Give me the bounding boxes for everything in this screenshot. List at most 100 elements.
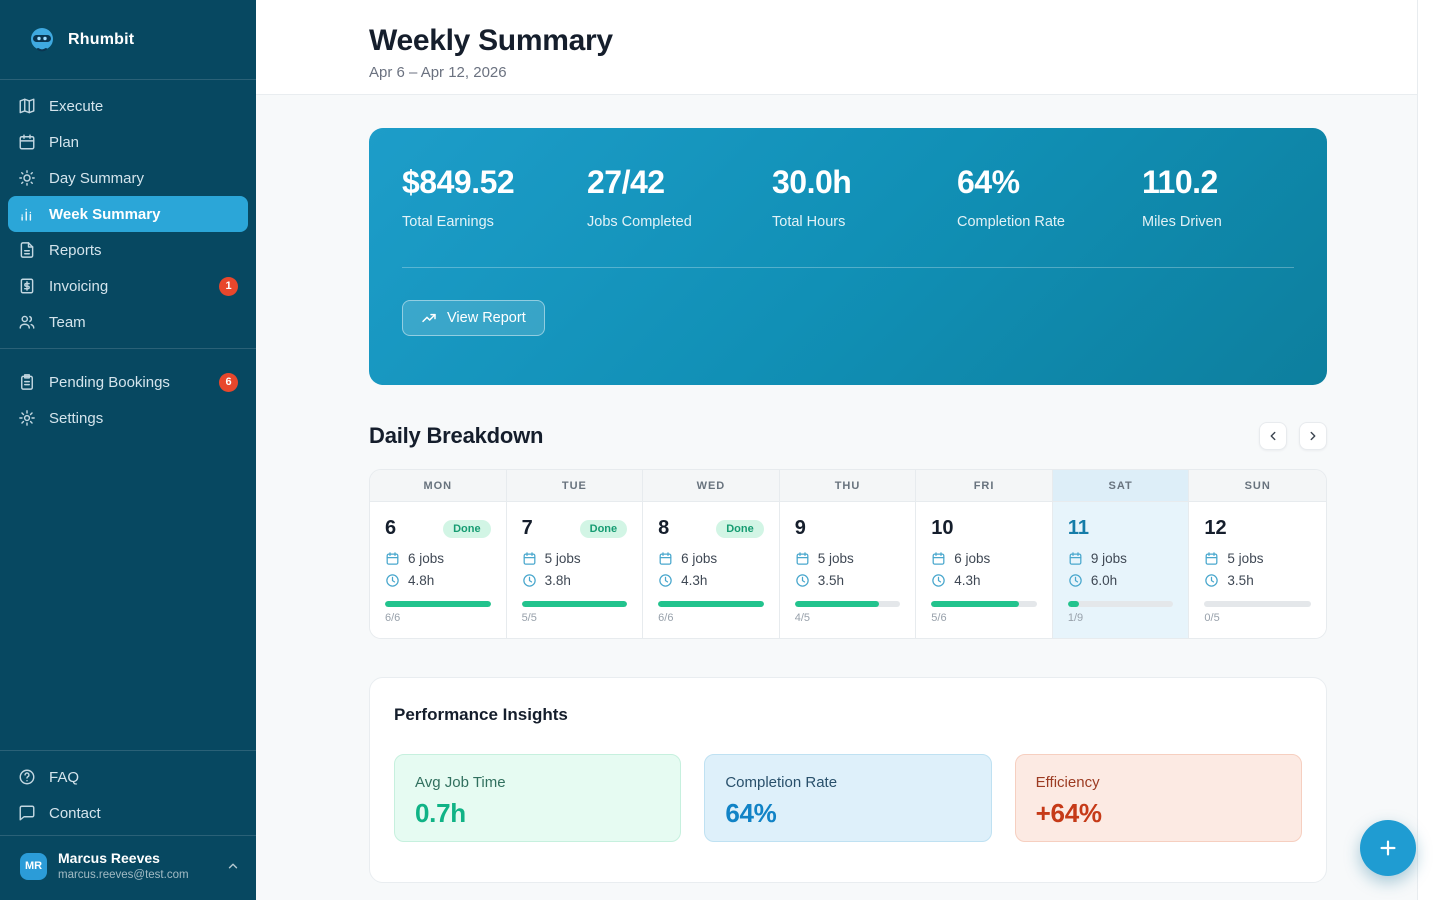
performance-insights-card: Performance Insights Avg Job Time 0.7h Com… [369,677,1327,883]
day-jobs: 9 jobs [1068,551,1174,566]
user-email: marcus.reeves@test.com [58,868,189,881]
view-report-label: View Report [447,310,526,326]
hero-stat-completion-rate: 64% Completion Rate [957,164,1142,230]
day-progress-bar [1204,601,1311,607]
performance-insights-title: Performance Insights [394,705,568,724]
day-progress-bar [1067,601,1174,607]
clipboard-icon [18,373,36,391]
clock-icon [522,573,537,588]
user-profile[interactable]: MR Marcus Reeves marcus.reeves@test.com [0,836,256,900]
sidebar-item-execute[interactable]: Execute [8,88,248,124]
sidebar-item-invoicing[interactable]: Invoicing 1 [8,268,248,304]
day-hours: 3.5h [1204,573,1311,588]
sidebar-item-day-summary[interactable]: Day Summary [8,160,248,196]
day-column-header-tue: TUE [507,470,644,501]
daily-breakdown-title: Daily Breakdown [369,423,544,448]
day-cell-top: 11 [1068,517,1174,540]
insight-label: Avg Job Time [415,774,506,791]
help-icon [18,768,36,786]
day-progress-bar [385,601,491,607]
day-progress-fill [658,601,764,607]
day-progress-fraction: 6/6 [385,612,401,624]
hero-stat-total-earnings: $849.52 Total Earnings [402,164,587,230]
day-jobs: 5 jobs [522,551,628,566]
insight-grid: Avg Job Time 0.7h Completion Rate 64% Effici… [394,754,1302,842]
sidebar-item-label: Settings [49,409,104,427]
sidebar-spacer [0,444,256,750]
notification-badge: 6 [219,372,238,392]
hero-stat-miles-driven: 110.2 Miles Driven [1142,164,1327,230]
sidebar-item-label: Day Summary [49,169,145,187]
bar-chart-icon [18,205,36,223]
plus-icon [1380,840,1396,856]
sidebar-item-label: Team [49,313,86,331]
sidebar-item-settings[interactable]: Settings [8,400,248,436]
sidebar-item-label: Invoicing [49,277,109,295]
stat-value: 110.2 [1142,164,1218,200]
chevron-right-icon [1310,431,1316,441]
day-cell-wed[interactable]: 8 Done 6 jobs 4.3h 6/6 [643,502,780,638]
sidebar-item-team[interactable]: Team [8,304,248,340]
day-hours-label: 6.0h [1090,573,1118,588]
hero-stat-total-hours: 30.0h Total Hours [772,164,957,230]
day-column-header-mon: MON [370,470,507,501]
calendar-icon [18,133,36,151]
day-column-header-thu: THU [780,470,917,501]
sidebar-item-plan[interactable]: Plan [8,124,248,160]
user-name: Marcus Reeves [58,850,160,867]
day-hours-label: 4.3h [954,573,981,588]
day-jobs: 6 jobs [931,551,1037,566]
scrollbar-gutter[interactable] [1417,0,1440,900]
stat-label: Total Earnings [402,214,494,230]
sidebar-item-contact[interactable]: Contact [8,795,248,831]
sidebar-item-label: Contact [49,804,101,822]
sidebar-footer-nav: FAQ Contact [0,751,256,835]
day-hours: 4.3h [658,573,764,588]
insight-value: 64% [725,798,777,828]
day-hours: 6.0h [1068,573,1174,588]
day-cell-fri[interactable]: 10 6 jobs 4.3h 5/6 [916,502,1053,638]
day-cell-top: 8 Done [658,517,764,540]
next-week-button[interactable] [1299,422,1327,450]
day-jobs-label: 6 jobs [954,551,991,566]
add-button[interactable] [1360,820,1416,876]
view-report-button[interactable]: View Report [402,300,545,336]
chevron-up-icon[interactable] [226,859,240,873]
sidebar-item-label: Reports [49,241,102,259]
day-column-header-sun: SUN [1244,479,1271,492]
day-cell-mon[interactable]: 6 Done 6 jobs 4.8h 6/6 [370,502,507,638]
day-number: 7 [521,517,533,539]
day-progress-fill [794,601,880,607]
day-jobs: 6 jobs [658,551,764,566]
sidebar-item-pending-bookings[interactable]: Pending Bookings 6 [8,364,248,400]
chevron-left-icon [1270,431,1276,441]
day-hours-label: 3.5h [1227,573,1254,588]
day-cell-top: 12 [1204,517,1311,540]
day-progress-fraction: 4/5 [794,612,810,624]
sidebar-divider [0,79,256,80]
main-area: Weekly Summary Apr 6 – Apr 12, 2026 $849… [256,0,1440,900]
sidebar-divider [0,750,256,752]
insight-value: 0.7h [415,798,466,828]
hero-stats: $849.52 Total Earnings 27/42 Jobs Completed… [402,164,1294,230]
previous-week-button[interactable] [1259,422,1287,450]
day-cell-thu[interactable]: 9 5 jobs 3.5h 4/5 [779,502,917,638]
calendar-mini-icon [1068,551,1083,566]
day-cell-sun[interactable]: 12 5 jobs 3.5h 0/5 [1189,502,1326,638]
day-cell-tue[interactable]: 7 Done 5 jobs 3.8h 5/5 [506,502,644,638]
insight-card-avg-job-time: Avg Job Time 0.7h [394,754,682,842]
day-progress-fraction: 5/5 [521,612,537,624]
calendar-mini-icon [931,551,946,566]
day-cell-sat[interactable]: 11 9 jobs 6.0h 1/9 [1052,502,1190,638]
sidebar-item-faq[interactable]: FAQ [8,759,248,795]
insight-label: Efficiency [1035,774,1100,791]
sidebar-item-reports[interactable]: Reports [8,232,248,268]
invoice-icon [18,277,36,295]
day-cell-top: 6 Done [385,517,491,540]
clock-icon [385,573,400,588]
day-jobs-label: 5 jobs [1227,551,1264,566]
app-logo: Rhumbit [0,0,256,79]
sidebar-item-week-summary[interactable]: Week Summary [8,196,248,232]
app-name: Rhumbit [68,31,135,48]
daily-breakdown-table: MON TUE WED THU FRI SAT SUN 6 Done 6 jobs 4.8h 6/6… [369,469,1327,639]
